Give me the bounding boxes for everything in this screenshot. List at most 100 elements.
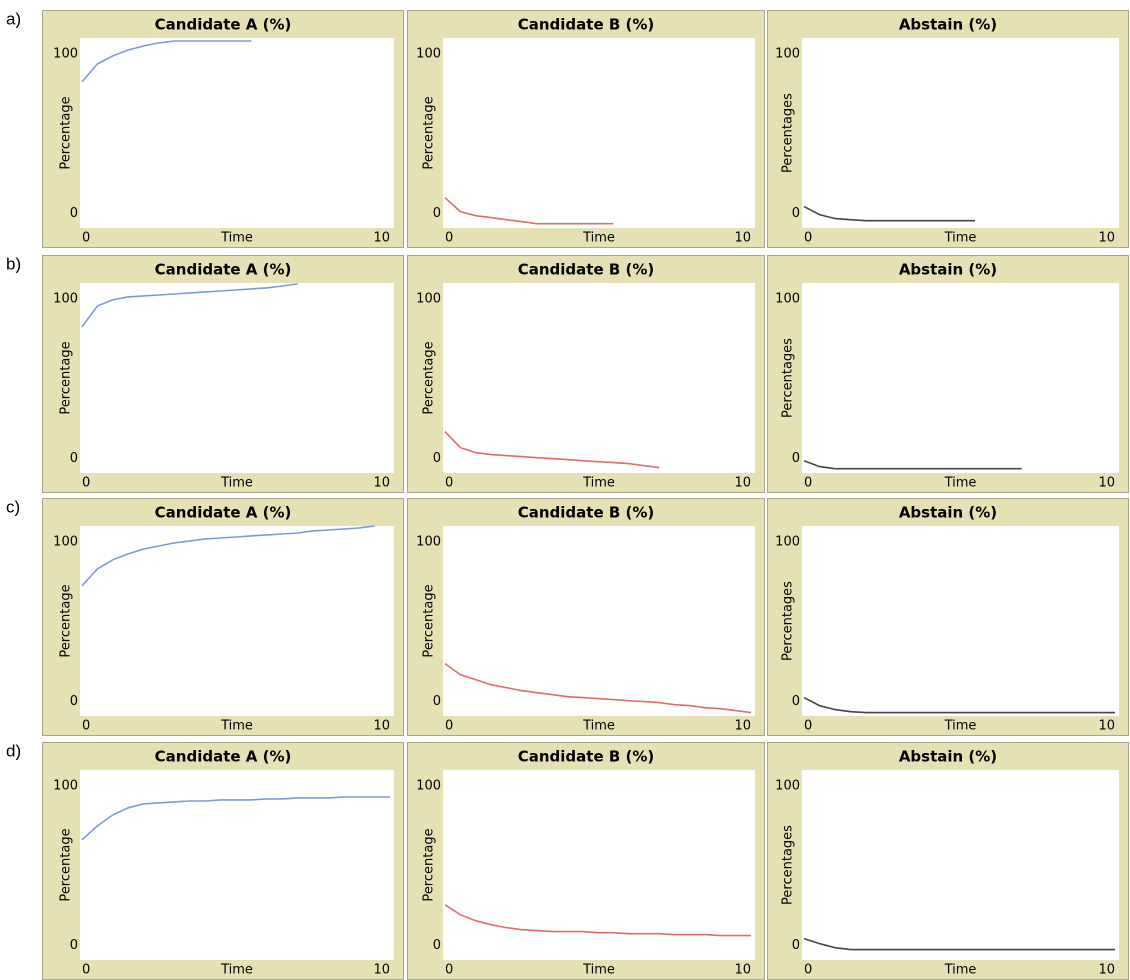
plot-area <box>802 283 1119 473</box>
y-tick-label: 0 <box>70 938 78 953</box>
y-tick-label: 100 <box>416 778 441 793</box>
data-line <box>444 431 660 469</box>
y-axis-label: Percentage <box>59 96 74 169</box>
chart-title: Candidate B (%) <box>518 748 655 766</box>
x-tick-label: 0 <box>445 476 453 491</box>
y-tick-label: 0 <box>792 694 800 709</box>
y-tick-label: 100 <box>775 291 800 306</box>
y-tick-label: 100 <box>775 534 800 549</box>
x-axis-label: Time <box>220 231 253 246</box>
chart-title: Abstain (%) <box>899 748 997 766</box>
x-axis-label: Time <box>944 231 977 246</box>
x-tick-label: 0 <box>804 476 812 491</box>
y-tick-label: 0 <box>70 451 78 466</box>
chart-title: Candidate B (%) <box>518 261 655 279</box>
plot-area <box>80 283 394 473</box>
x-tick-label: 10 <box>373 231 390 246</box>
y-tick-label: 100 <box>416 46 441 61</box>
x-tick-label: 0 <box>804 231 812 246</box>
y-tick-label: 100 <box>775 46 800 61</box>
y-tick-label: 0 <box>433 451 441 466</box>
data-line <box>444 662 752 714</box>
x-tick-label: 10 <box>1098 231 1115 246</box>
data-line <box>444 904 751 937</box>
x-tick-label: 0 <box>82 719 90 734</box>
chart-title: Abstain (%) <box>899 261 997 279</box>
chart-title: Candidate A (%) <box>155 16 292 34</box>
x-axis-label: Time <box>220 476 253 491</box>
x-tick-label: 10 <box>734 963 751 978</box>
chart-title: Candidate B (%) <box>518 16 655 34</box>
row-label: c) <box>6 497 20 516</box>
x-tick-label: 10 <box>734 476 751 491</box>
x-axis-label: Time <box>944 476 977 491</box>
x-axis-label: Time <box>220 963 253 978</box>
data-line <box>81 796 390 841</box>
x-axis-label: Time <box>582 719 615 734</box>
data-line <box>803 459 1022 470</box>
plot-area <box>443 38 755 228</box>
x-tick-label: 10 <box>734 231 751 246</box>
y-axis-label: Percentage <box>59 584 74 657</box>
y-axis-label: Percentage <box>59 828 74 901</box>
y-axis-label: Percentage <box>422 341 437 414</box>
plot-area <box>80 38 394 228</box>
x-tick-label: 0 <box>445 231 453 246</box>
y-tick-label: 100 <box>775 778 800 793</box>
y-axis-label: Percentage <box>422 96 437 169</box>
data-line <box>803 696 1115 714</box>
x-tick-label: 0 <box>82 476 90 491</box>
plot-area <box>80 526 394 716</box>
x-tick-label: 10 <box>1098 963 1115 978</box>
y-tick-label: 100 <box>416 291 441 306</box>
y-tick-label: 0 <box>792 938 800 953</box>
x-axis-label: Time <box>220 719 253 734</box>
x-tick-label: 0 <box>804 963 812 978</box>
x-tick-label: 10 <box>373 963 390 978</box>
y-tick-label: 100 <box>53 291 78 306</box>
data-line <box>81 525 375 587</box>
y-axis-label: Percentage <box>422 584 437 657</box>
x-axis-label: Time <box>944 963 977 978</box>
chart-title: Candidate A (%) <box>155 504 292 522</box>
y-tick-label: 0 <box>792 206 800 221</box>
y-tick-label: 100 <box>53 534 78 549</box>
x-axis-label: Time <box>582 231 615 246</box>
y-axis-label: Percentage <box>59 341 74 414</box>
chart-title: Candidate A (%) <box>155 748 292 766</box>
x-tick-label: 10 <box>373 719 390 734</box>
y-axis-label: Percentages <box>781 93 796 173</box>
row-label: d) <box>6 741 21 760</box>
y-axis-label: Percentages <box>781 581 796 661</box>
x-tick-label: 0 <box>82 231 90 246</box>
data-line <box>803 205 975 222</box>
data-line <box>803 937 1115 951</box>
plot-area <box>443 283 755 473</box>
x-tick-label: 10 <box>1098 476 1115 491</box>
y-tick-label: 100 <box>416 534 441 549</box>
y-axis-label: Percentages <box>781 825 796 905</box>
x-tick-label: 0 <box>82 963 90 978</box>
x-axis-label: Time <box>582 476 615 491</box>
data-line <box>81 283 298 328</box>
row-label: b) <box>6 254 21 273</box>
plot-area <box>443 526 755 716</box>
chart-title: Abstain (%) <box>899 504 997 522</box>
y-tick-label: 0 <box>433 938 441 953</box>
data-line <box>444 197 614 225</box>
data-line <box>81 40 252 83</box>
y-axis-label: Percentage <box>422 828 437 901</box>
y-tick-label: 0 <box>792 451 800 466</box>
plot-area <box>80 770 394 960</box>
x-axis-label: Time <box>944 719 977 734</box>
row-label: a) <box>6 9 21 28</box>
chart-title: Candidate A (%) <box>155 261 292 279</box>
chart-title: Abstain (%) <box>899 16 997 34</box>
plot-area <box>443 770 755 960</box>
plot-area <box>802 38 1119 228</box>
y-tick-label: 0 <box>433 206 441 221</box>
x-tick-label: 0 <box>445 719 453 734</box>
plot-area <box>802 770 1119 960</box>
x-tick-label: 10 <box>1098 719 1115 734</box>
